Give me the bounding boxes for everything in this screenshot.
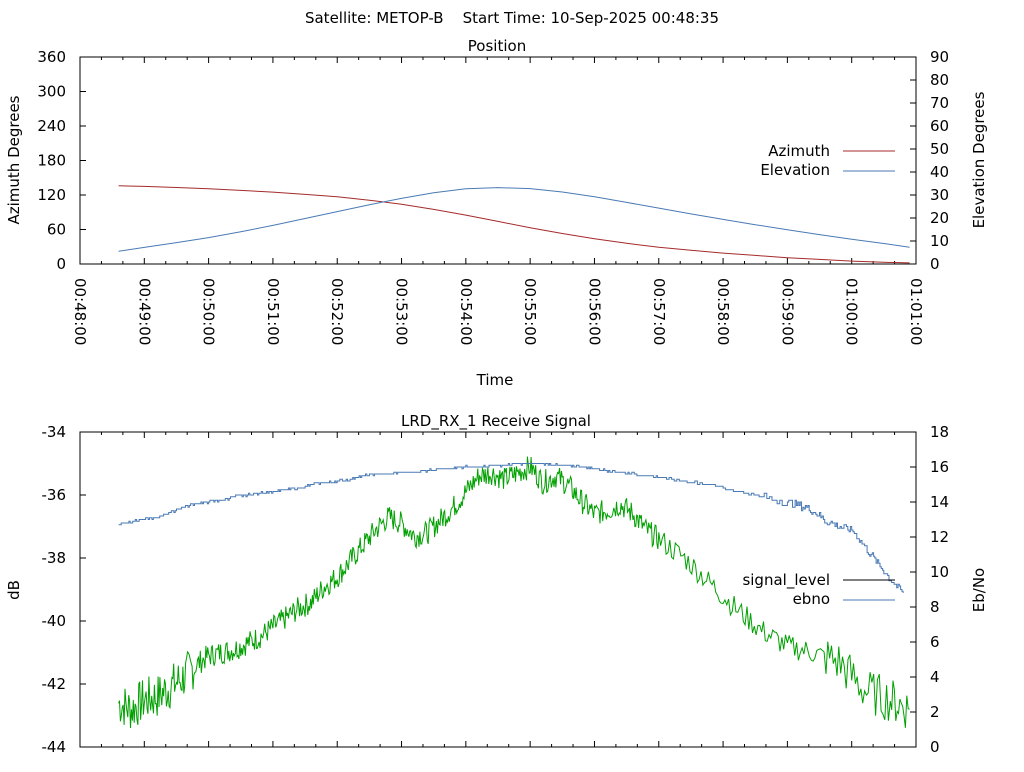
elevation-axis-label: Elevation Degrees: [970, 91, 988, 228]
signal-plot-frame: [79, 431, 917, 748]
y-tick-label: -38: [42, 549, 67, 567]
y-tick-label: 120: [37, 186, 66, 204]
y2-tick-label: 16: [930, 458, 949, 476]
y2-tick-label: 50: [930, 140, 949, 158]
legend-label-ebno: ebno: [793, 590, 830, 608]
y2-tick-label: 12: [930, 528, 949, 546]
x-tick-label: 00:51:00: [264, 278, 282, 345]
signal-chart-title: LRD_RX_1 Receive Signal: [401, 412, 591, 431]
series-line-signal-level: [118, 456, 910, 729]
y-tick-label: -42: [42, 675, 67, 693]
legend-label-elevation: Elevation: [760, 161, 830, 179]
legend-label-signal-level: signal_level: [742, 571, 830, 590]
y-tick-label: 300: [37, 83, 66, 101]
x-tick-label: 00:54:00: [457, 278, 475, 345]
position-chart: Position Time Azimuth Degrees Elevation …: [5, 37, 988, 389]
x-tick-label: 00:57:00: [650, 278, 668, 345]
y2-tick-label: 0: [930, 255, 940, 273]
y2-tick-label: 2: [930, 703, 940, 721]
position-x-axis-label: Time: [476, 371, 514, 389]
position-chart-title: Position: [468, 37, 526, 55]
ebno-axis-label: Eb/No: [970, 568, 988, 612]
legend-label-azimuth: Azimuth: [768, 142, 830, 160]
receive-signal-chart: LRD_RX_1 Receive Signal dB Eb/No -44 -42 -…: [5, 412, 988, 756]
y-tick-label: -36: [42, 486, 67, 504]
y-tick-label: -44: [42, 738, 67, 756]
y-tick-label: 60: [47, 221, 66, 239]
y2-tick-label: 40: [930, 163, 949, 181]
azimuth-axis-label: Azimuth Degrees: [5, 95, 23, 224]
y2-tick-label: 10: [930, 563, 949, 581]
y2-tick-label: 10: [930, 232, 949, 250]
x-tick-label: 00:49:00: [135, 278, 153, 345]
y2-tick-label: 60: [930, 117, 949, 135]
y-tick-label: 0: [56, 255, 66, 273]
x-tick-label: 00:58:00: [714, 278, 732, 345]
y-tick-label: 240: [37, 117, 66, 135]
x-tick-label: 00:59:00: [778, 278, 796, 345]
x-tick-label: 00:48:00: [71, 278, 89, 345]
y2-tick-label: 18: [930, 423, 949, 441]
y-tick-label: 180: [37, 152, 66, 170]
x-tick-label: 00:52:00: [328, 278, 346, 345]
page-title: Satellite: METOP-B Start Time: 10-Sep-20…: [305, 9, 719, 27]
x-tick-label: 00:53:00: [393, 278, 411, 345]
y2-tick-label: 20: [930, 209, 949, 227]
db-axis-label: dB: [5, 580, 23, 600]
y2-tick-label: 14: [930, 493, 949, 511]
y2-tick-label: 70: [930, 94, 949, 112]
y-tick-label: -40: [42, 612, 67, 630]
y-tick-label: 360: [37, 48, 66, 66]
y2-tick-label: 80: [930, 71, 949, 89]
series-line-azimuth: [118, 185, 910, 264]
series-line-ebno: [118, 463, 904, 593]
y2-tick-label: 0: [930, 738, 940, 756]
signal-legend: signal_level ebno: [742, 571, 895, 608]
position-legend: Azimuth Elevation: [760, 142, 895, 179]
x-tick-label: 00:56:00: [585, 278, 603, 345]
series-line-elevation: [118, 187, 910, 252]
y2-tick-label: 4: [930, 668, 940, 686]
x-tick-label: 01:01:00: [907, 278, 925, 345]
y2-tick-label: 90: [930, 48, 949, 66]
x-tick-label: 01:00:00: [843, 278, 861, 345]
x-tick-label: 00:55:00: [521, 278, 539, 345]
x-tick-label: 00:50:00: [200, 278, 218, 345]
y2-tick-label: 8: [930, 598, 940, 616]
y2-tick-label: 6: [930, 633, 940, 651]
y-tick-label: -34: [42, 423, 67, 441]
y2-tick-label: 30: [930, 186, 949, 204]
